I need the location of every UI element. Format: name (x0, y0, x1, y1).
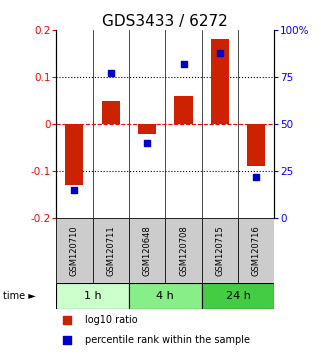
Point (65, 337, 70, 343)
Text: GSM120708: GSM120708 (179, 225, 188, 276)
Bar (247, 124, 265, 166)
Bar (102, 101, 120, 124)
Bar (174, 96, 193, 124)
Bar (202, 283, 274, 309)
Bar (129, 283, 202, 309)
Point (144, 140, 150, 146)
Point (65, 317, 70, 322)
Point (72, 187, 77, 193)
Bar (56, 218, 92, 283)
Text: 1 h: 1 h (84, 291, 101, 301)
Text: GSM120716: GSM120716 (252, 225, 261, 276)
Bar (238, 218, 274, 283)
Text: GSM120711: GSM120711 (106, 225, 115, 276)
Point (181, 61, 186, 67)
Text: GSM120648: GSM120648 (143, 225, 152, 276)
Text: GSM120715: GSM120715 (215, 225, 224, 276)
Point (217, 50, 222, 56)
Bar (202, 218, 238, 283)
Bar (211, 40, 229, 124)
Text: 4 h: 4 h (156, 291, 174, 301)
Point (108, 70, 113, 76)
Bar (129, 218, 165, 283)
Bar (92, 218, 129, 283)
Bar (65, 124, 83, 185)
Text: log10 ratio: log10 ratio (84, 315, 137, 325)
Text: percentile rank within the sample: percentile rank within the sample (84, 335, 249, 345)
Bar (138, 124, 156, 133)
Bar (56, 283, 129, 309)
Text: 24 h: 24 h (226, 291, 250, 301)
Text: time ►: time ► (3, 291, 36, 301)
Title: GDS3433 / 6272: GDS3433 / 6272 (102, 14, 228, 29)
Bar (165, 218, 202, 283)
Text: GSM120710: GSM120710 (70, 225, 79, 276)
Point (254, 174, 259, 179)
